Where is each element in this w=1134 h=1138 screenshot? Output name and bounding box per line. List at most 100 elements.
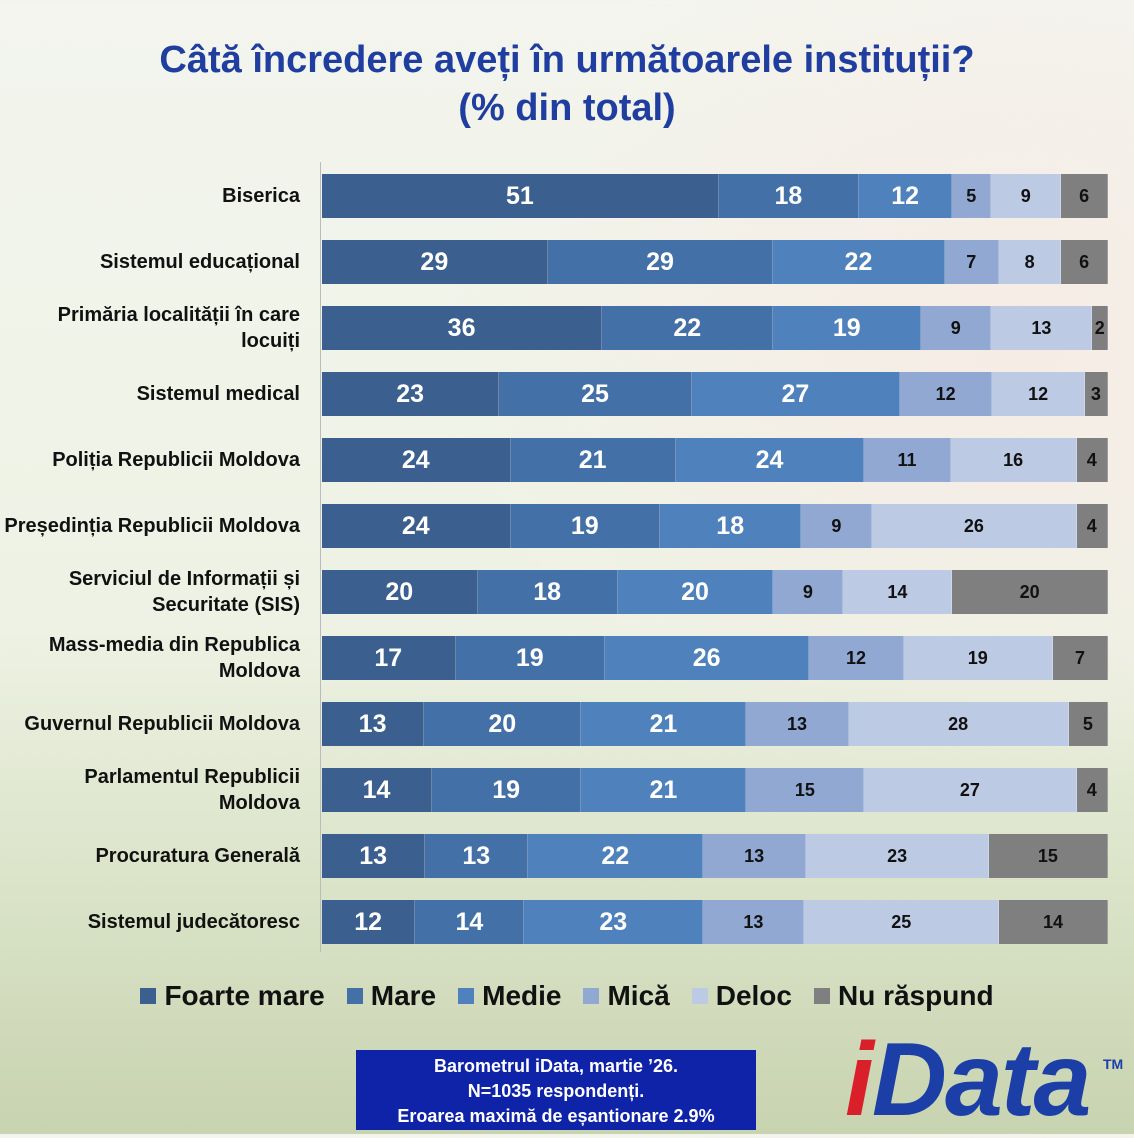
data-label: 13 <box>787 713 808 734</box>
data-label: 21 <box>649 775 678 804</box>
bar-segment: 9 <box>801 504 873 548</box>
bar-segment: 21 <box>581 702 747 746</box>
category-label: Parlamentul Republicii Moldova <box>84 766 300 814</box>
bar-segment: 25 <box>804 900 1000 944</box>
data-label: 20 <box>1019 581 1040 602</box>
note-line-3: Eroarea maximă de eșantionare 2.9% <box>397 1106 715 1126</box>
data-label: 16 <box>1003 449 1024 470</box>
bar-segment: 24 <box>322 504 511 548</box>
bar-segment: 18 <box>659 504 802 548</box>
bar-segment: 23 <box>524 900 704 944</box>
bar-segment: 13 <box>322 702 425 746</box>
data-label: 12 <box>845 647 866 668</box>
legend-swatch <box>583 988 600 1004</box>
bar-segment: 12 <box>322 900 416 944</box>
bar-segment: 7 <box>1052 636 1108 680</box>
bar-segment: 29 <box>322 240 548 284</box>
bar-segment: 16 <box>950 438 1077 482</box>
data-label: 9 <box>950 317 961 338</box>
data-label: 19 <box>492 775 521 804</box>
trademark: TM <box>1103 1056 1124 1072</box>
bar-segment: 20 <box>424 702 582 746</box>
bar-segment: 19 <box>510 504 660 548</box>
bar-segment: 13 <box>703 900 805 944</box>
category-label: Primăria localității în care locuiți <box>57 304 300 352</box>
bar-segment: 28 <box>848 702 1069 746</box>
data-label: 51 <box>506 181 534 210</box>
data-label: 21 <box>578 445 607 474</box>
data-label: 4 <box>1086 515 1097 536</box>
data-label: 14 <box>887 581 908 602</box>
data-label: 6 <box>1079 185 1090 206</box>
data-label: 19 <box>832 313 861 342</box>
data-label: 13 <box>359 841 387 870</box>
data-label: 23 <box>396 379 425 408</box>
bar-segment: 24 <box>675 438 865 482</box>
bar-segment: 5 <box>952 174 992 218</box>
data-label: 9 <box>1020 185 1031 206</box>
category-label: Poliția Republicii Moldova <box>52 449 300 471</box>
legend-item: Mare <box>346 980 437 1012</box>
data-label: 13 <box>744 845 765 866</box>
bar-segment: 6 <box>1061 240 1108 284</box>
bar-segment: 4 <box>1076 504 1108 548</box>
bar-segment: 13 <box>991 306 1093 350</box>
bar-segment: 7 <box>944 240 1000 284</box>
bar-segment: 12 <box>809 636 904 680</box>
category-label: Mass-media din Republica Moldova <box>48 634 300 682</box>
data-label: 28 <box>948 713 969 734</box>
category-label: Biserica <box>222 185 300 207</box>
bar-segment: 9 <box>773 570 844 614</box>
bar-segment: 9 <box>991 174 1062 218</box>
bar-segment: 13 <box>746 702 849 746</box>
bar-segment: 22 <box>528 834 704 878</box>
data-label: 19 <box>967 647 988 668</box>
legend-item: Foarte mare <box>140 980 325 1012</box>
bar-segment: 12 <box>858 174 953 218</box>
bar-segment: 13 <box>703 834 807 878</box>
data-label: 20 <box>681 577 709 606</box>
logo-i: i <box>845 1022 874 1138</box>
data-label: 12 <box>935 383 956 404</box>
data-label: 13 <box>1031 317 1052 338</box>
bar-segment: 27 <box>864 768 1077 812</box>
bar-segment: 15 <box>988 834 1108 878</box>
data-label: 18 <box>533 577 562 606</box>
category-label: Sistemul judecătoresc <box>87 911 300 933</box>
bar-segment: 13 <box>425 834 529 878</box>
data-label: 23 <box>887 845 908 866</box>
data-label: 22 <box>601 841 630 870</box>
bar-segment: 19 <box>773 306 922 350</box>
bar-segment: 8 <box>999 240 1062 284</box>
data-label: 27 <box>781 379 810 408</box>
data-label: 11 <box>897 449 917 470</box>
data-label: 19 <box>570 511 599 540</box>
bar-segment: 11 <box>864 438 951 482</box>
note-line-1: Barometrul iData, martie ’26. <box>433 1056 679 1076</box>
bar-segment: 19 <box>432 768 582 812</box>
data-label: 5 <box>966 185 977 206</box>
data-label: 14 <box>1043 911 1064 932</box>
legend-label: Deloc <box>715 980 792 1011</box>
data-label: 18 <box>774 181 803 210</box>
title-line-2: (% din total) <box>458 87 676 129</box>
legend-label: Mare <box>370 980 437 1011</box>
data-label: 2 <box>1094 317 1105 338</box>
bar-segment: 26 <box>604 636 810 680</box>
data-label: 29 <box>646 247 674 276</box>
bar-segment: 18 <box>477 570 618 614</box>
bar-segment: 17 <box>322 636 456 680</box>
bar-segment: 14 <box>843 570 953 614</box>
data-label: 3 <box>1090 383 1101 404</box>
bar-segment: 14 <box>415 900 525 944</box>
data-label: 24 <box>755 445 784 474</box>
logo-data: Data <box>871 1022 1091 1138</box>
data-label: 9 <box>831 515 842 536</box>
data-label: 22 <box>673 313 702 342</box>
data-label: 17 <box>374 643 403 672</box>
bar-segment: 21 <box>581 768 747 812</box>
data-label: 12 <box>1028 383 1049 404</box>
bar-segment: 13 <box>322 834 426 878</box>
data-label: 12 <box>891 181 920 210</box>
data-label: 24 <box>401 445 430 474</box>
